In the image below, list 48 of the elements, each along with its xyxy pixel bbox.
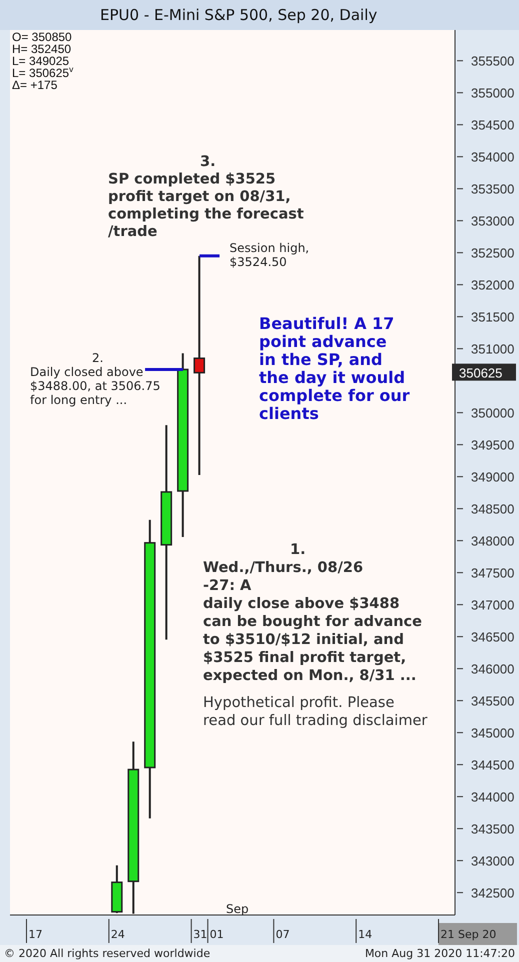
annotation: 3. SP completed $3525 profit target on 08/31, completing the forecast /trade	[108, 154, 304, 240]
y-tick-label: 351000	[471, 342, 514, 357]
x-tick-label: 31	[193, 928, 208, 941]
y-tick-label: 354000	[471, 150, 514, 165]
text: Mon Aug 31 2020 11:47:20	[364, 947, 515, 960]
y-tick-label: 350000	[471, 406, 514, 421]
annotation: 2. Daily closed above $3488.00, at 3506.75 for long entry ...	[30, 351, 160, 407]
text: © 2020 All rights reserved worldwide	[4, 947, 210, 960]
y-tick-label: 355000	[471, 86, 514, 101]
y-tick-label: 347000	[471, 598, 514, 613]
y-tick-label: 352000	[471, 278, 514, 293]
y-tick-label: 346500	[471, 630, 514, 645]
y-tick-label: 345500	[471, 694, 514, 709]
annotation: O= 350850	[12, 30, 72, 44]
y-tick-label: 344000	[471, 790, 514, 805]
y-tick-label: 346000	[471, 662, 514, 677]
y-tick-label: 344500	[471, 758, 514, 773]
annotation: 1. Wed.,/Thurs., 08/26 -27: A daily close above $3488 can be bought for advance to $3510/$12 initial, and $3525 final profit target, expected on Mon., 8/31 ...	[203, 542, 422, 684]
chart-title: EPU0 - E-Mini S&P 500, Sep 20, Daily	[100, 6, 378, 24]
y-tick-label: 355500	[471, 54, 514, 69]
y-tick-label: 343500	[471, 822, 514, 837]
annotation: Δ= +175	[12, 78, 58, 92]
y-tick-label: 351500	[471, 310, 514, 325]
y-tick-label: 348500	[471, 502, 514, 517]
x-tick-label: 21 Sep 20	[440, 928, 496, 941]
x-tick-label: 17	[28, 928, 42, 941]
y-tick-label: 353500	[471, 182, 514, 197]
y-tick-label: 345000	[471, 726, 514, 741]
y-tick-label: 354500	[471, 118, 514, 133]
annotation: Beautiful! A 17 point advance in the SP, and the day it would complete for our clients	[259, 314, 410, 423]
annotation: H= 352450	[12, 42, 72, 56]
x-tick-label: 14	[358, 928, 372, 941]
y-tick-label: 349000	[471, 470, 514, 485]
annotation: 350625	[459, 366, 502, 381]
y-tick-label: 348000	[471, 534, 514, 549]
y-tick-label: 353000	[471, 214, 514, 229]
candlestick	[194, 254, 206, 476]
y-tick-label: 343000	[471, 854, 514, 869]
annotation: Hypothetical profit. Please read our full trading disclaimer	[203, 695, 428, 729]
y-tick-label: 349500	[471, 438, 514, 453]
annotation: Sep	[226, 902, 249, 916]
x-tick-label: 01	[210, 928, 224, 941]
y-tick-label: 352500	[471, 246, 514, 261]
x-tick-label: 07	[276, 928, 290, 941]
y-tick-label: 342500	[471, 886, 514, 901]
annotation: Session high, $3524.50	[230, 240, 310, 269]
y-tick-label: 347500	[471, 566, 514, 581]
x-tick-label: 24	[110, 928, 125, 941]
